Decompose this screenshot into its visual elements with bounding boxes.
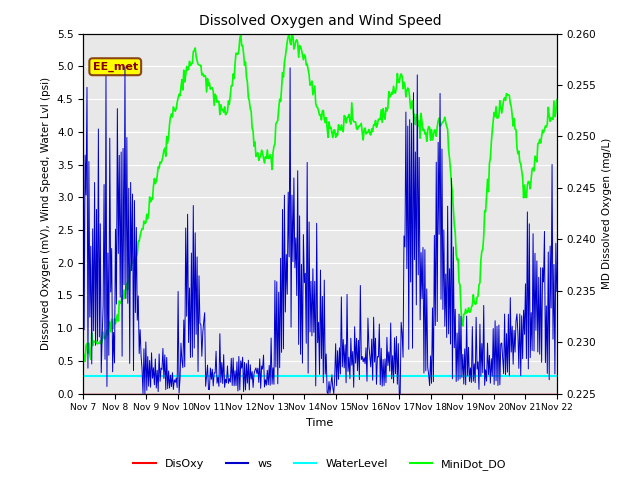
Title: Dissolved Oxygen and Wind Speed: Dissolved Oxygen and Wind Speed <box>198 14 442 28</box>
Text: EE_met: EE_met <box>93 61 138 72</box>
Y-axis label: Dissolved Oxygen (mV), Wind Speed, Water Lvl (psi): Dissolved Oxygen (mV), Wind Speed, Water… <box>42 77 51 350</box>
Y-axis label: MD Dissolved Oxygen (mg/L): MD Dissolved Oxygen (mg/L) <box>602 138 612 289</box>
Legend: DisOxy, ws, WaterLevel, MiniDot_DO: DisOxy, ws, WaterLevel, MiniDot_DO <box>129 455 511 474</box>
X-axis label: Time: Time <box>307 418 333 428</box>
